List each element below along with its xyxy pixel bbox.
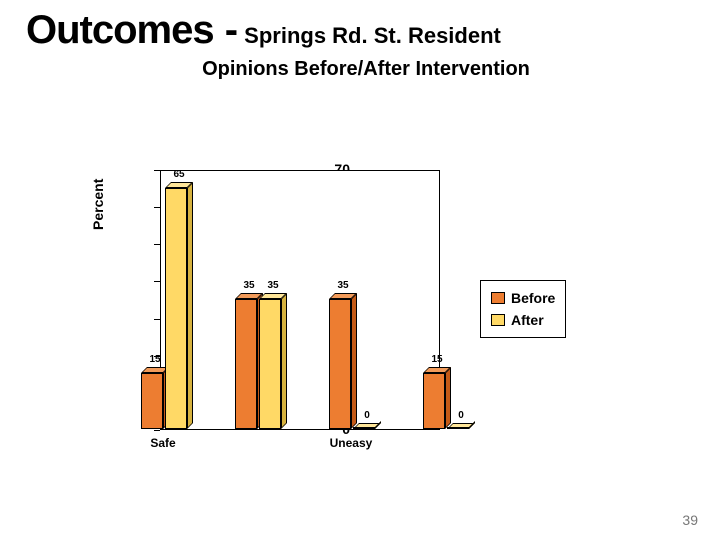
legend-label-after: After [511,312,544,328]
bar-side [187,182,193,429]
title-main: Outcomes [26,8,214,52]
legend: Before After [480,280,566,338]
title-sub: Springs Rd. St. Resident [238,23,501,48]
bar [259,299,281,429]
bar [423,373,445,429]
bar-value-label: 35 [337,280,348,291]
chart: Percent 010203040506070 15653535350150 S… [80,170,640,470]
legend-swatch-before [491,292,505,304]
bar-value-label: 0 [458,410,464,421]
bar [329,299,351,429]
bar-side [445,367,451,429]
bar-side [351,293,357,429]
bar-value-label: 35 [243,280,254,291]
bar-value-label: 35 [267,280,278,291]
bar-side [281,293,287,429]
bar-value-label: 0 [364,410,370,421]
plot-area: 15653535350150 [160,170,440,430]
bar-value-label: 15 [149,354,160,365]
x-category-label: Uneasy [321,436,381,450]
legend-item-after: After [491,309,555,331]
legend-item-before: Before [491,287,555,309]
bar-value-label: 15 [431,354,442,365]
y-axis-label: Percent [90,179,106,230]
y-tick-mark [154,430,160,431]
legend-swatch-after [491,314,505,326]
page-number: 39 [682,512,698,528]
bar [447,427,469,429]
bar-value-label: 65 [173,169,184,180]
slide-title: Outcomes - Springs Rd. St. Resident [26,8,706,53]
title-separator: - [214,8,238,52]
bar [165,188,187,429]
x-category-label: Safe [133,436,193,450]
slide-subtitle: Opinions Before/After Intervention [26,58,706,81]
bar [235,299,257,429]
bar [141,373,163,429]
legend-label-before: Before [511,290,555,306]
slide: Outcomes - Springs Rd. St. Resident Opin… [0,0,720,540]
bar [353,427,375,429]
